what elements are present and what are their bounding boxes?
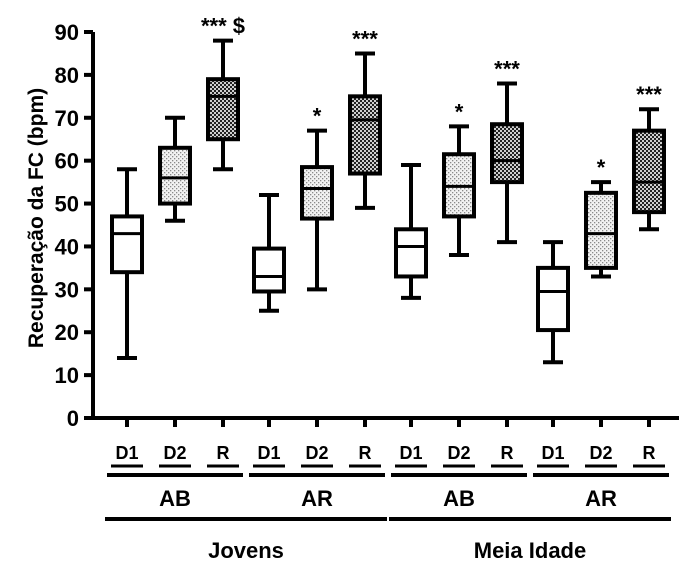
box-iqr: [252, 246, 286, 294]
x-category-label: D1: [399, 443, 422, 463]
x-category-label: D2: [163, 443, 186, 463]
box-iqr: [206, 77, 240, 142]
x-category-label: R: [643, 443, 656, 463]
group-brackets: AB AR AB AR Jovens Meia Idade: [105, 473, 671, 563]
box-iqr: [348, 94, 382, 176]
significance-label: *: [597, 155, 606, 180]
box-iqr: [110, 214, 144, 275]
x-category-label: R: [501, 443, 514, 463]
x-category-label: D2: [447, 443, 470, 463]
x-category-label: D2: [305, 443, 328, 463]
significance-label: *: [313, 104, 322, 129]
significance-label: ***: [352, 26, 378, 51]
box-iqr: [536, 265, 570, 333]
box-iqr: [584, 190, 618, 270]
x-category-label: R: [217, 443, 230, 463]
group-label: AB: [159, 486, 191, 511]
y-tick-label: 40: [55, 234, 79, 259]
y-tick-label: 90: [55, 20, 79, 45]
significance-label: ***: [636, 82, 662, 107]
group-label: AR: [301, 486, 333, 511]
y-tick-label: 20: [55, 320, 79, 345]
x-category-label: D2: [589, 443, 612, 463]
box-iqr: [394, 227, 428, 279]
significance-label: *: [455, 99, 464, 124]
boxes: *** $************: [110, 14, 666, 365]
y-tick-label: 70: [55, 106, 79, 131]
y-tick-label: 60: [55, 149, 79, 174]
axes: 0 10 20 30 40 50 60 70 80 90: [55, 20, 679, 431]
box-iqr: [632, 128, 666, 215]
y-tick-label: 80: [55, 63, 79, 88]
y-axis-title: Recuperação da FC (bpm): [25, 88, 48, 348]
box-iqr: [300, 165, 334, 221]
significance-label: *** $: [201, 14, 245, 39]
y-tick-label: 50: [55, 192, 79, 217]
group-label: AR: [585, 486, 617, 511]
supergroup-label: Meia Idade: [474, 538, 586, 563]
box-iqr: [490, 122, 524, 185]
x-category-label: D1: [115, 443, 138, 463]
y-tick-label: 30: [55, 277, 79, 302]
box-iqr: [158, 145, 192, 206]
supergroup-label: Jovens: [208, 538, 284, 563]
category-labels: D1 D2 R D1 D2 R D1 D2 R D1 D2 R: [111, 418, 665, 468]
x-category-label: D1: [257, 443, 280, 463]
y-tick-label: 10: [55, 363, 79, 388]
x-category-label: D1: [541, 443, 564, 463]
x-category-label: R: [359, 443, 372, 463]
y-tick-label: 0: [67, 406, 79, 431]
group-label: AB: [443, 486, 475, 511]
significance-label: ***: [494, 56, 520, 81]
